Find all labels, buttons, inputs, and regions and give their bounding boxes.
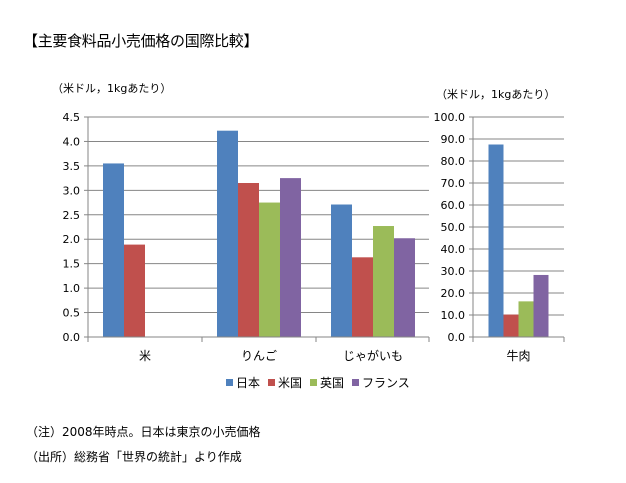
legend-swatch-france	[352, 379, 360, 386]
legend: 日本 米国 英国 フランス	[226, 374, 410, 391]
left-y-tick-label: 3.5	[63, 160, 81, 173]
left-bar-usa	[238, 183, 259, 337]
left-bar-usa	[352, 257, 373, 337]
left-y-tick-label: 3.0	[63, 184, 81, 197]
legend-label-usa: 米国	[278, 376, 303, 390]
left-bar-uk	[373, 226, 394, 337]
right-bar-france	[533, 274, 549, 337]
left-bar-france	[394, 238, 415, 337]
right-y-tick-label: 50.0	[441, 221, 466, 234]
legend-item-usa: 米国	[268, 374, 302, 391]
left-y-tick-label: 4.5	[63, 111, 81, 124]
right-y-tick-label: 0.0	[448, 331, 466, 344]
right-bar-usa	[503, 314, 519, 337]
right-category-label: 牛肉	[506, 348, 530, 363]
right-y-tick-label: 10.0	[441, 309, 466, 322]
left-category-label: 米	[139, 349, 151, 363]
left-bar-france	[280, 178, 301, 337]
left-bar-usa	[124, 244, 145, 337]
left-bar-japan	[103, 163, 124, 337]
left-y-tick-label: 4.0	[63, 135, 81, 148]
left-y-tick-label: 0.0	[63, 331, 81, 344]
left-chart-unit-label: （米ドル，1kgあたり）	[52, 82, 172, 95]
left-category-label: りんご	[241, 348, 277, 363]
legend-swatch-usa	[268, 379, 276, 386]
legend-label-france: フランス	[362, 376, 410, 390]
left-category-label: じゃがいも	[343, 348, 403, 363]
right-y-tick-label: 80.0	[441, 155, 466, 168]
legend-label-japan: 日本	[236, 376, 261, 390]
legend-label-uk: 英国	[320, 376, 345, 390]
left-y-tick-label: 1.0	[63, 282, 81, 295]
left-bar-japan	[331, 204, 352, 337]
left-bar-uk	[259, 202, 280, 337]
legend-swatch-japan	[226, 379, 233, 386]
legend-item-uk: 英国	[310, 374, 344, 391]
right-bar-uk	[518, 301, 534, 337]
legend-swatch-uk	[310, 379, 318, 386]
right-y-tick-label: 40.0	[441, 243, 466, 256]
right-y-tick-label: 60.0	[441, 199, 466, 212]
footnote-source: （出所）総務省「世界の統計」より作成	[26, 450, 242, 464]
right-y-tick-label: 20.0	[441, 287, 466, 300]
right-chart-unit-label: （米ドル，1kgあたり）	[436, 88, 556, 101]
footnote-date: （注）2008年時点。日本は東京の小売価格	[26, 425, 261, 439]
left-y-tick-label: 2.0	[63, 233, 81, 246]
legend-item-france: フランス	[352, 374, 410, 391]
left-y-tick-label: 0.5	[63, 307, 81, 320]
right-y-tick-label: 90.0	[441, 133, 466, 146]
left-y-tick-label: 2.5	[63, 209, 81, 222]
chart-title: 【主要食料品小売価格の国際比較】	[23, 32, 259, 50]
right-bar-japan	[488, 144, 504, 337]
left-y-tick-label: 1.5	[63, 258, 81, 271]
legend-item-japan: 日本	[226, 374, 260, 391]
right-y-tick-label: 100.0	[434, 111, 466, 124]
right-y-tick-label: 70.0	[441, 177, 466, 190]
right-y-tick-label: 30.0	[441, 265, 466, 278]
left-bar-japan	[217, 130, 238, 337]
